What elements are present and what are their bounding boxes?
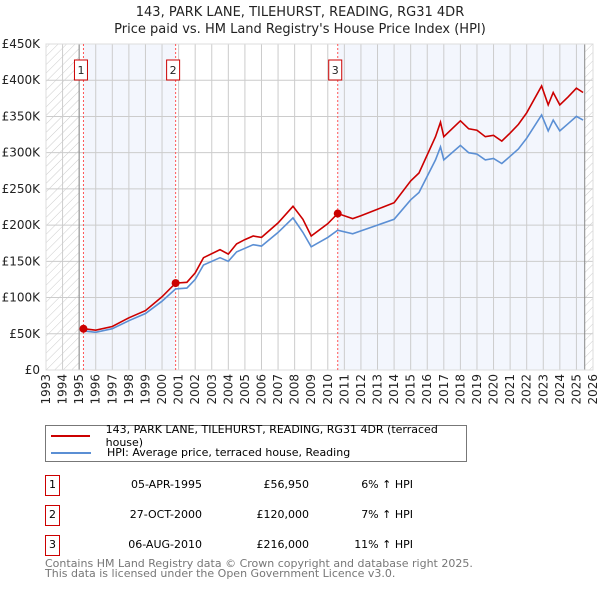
sale-number: 3 — [45, 535, 60, 556]
sale-date: 27-OCT-2000 — [129, 508, 202, 521]
hpi-series-line — [83, 113, 584, 334]
x-tick-label: 2018 — [453, 374, 467, 405]
x-tick-label: 2009 — [304, 374, 318, 405]
sale-hpi: 11% ↑ HPI — [354, 538, 413, 551]
x-tick-label: 2019 — [470, 374, 484, 405]
sale-date: 06-AUG-2010 — [128, 538, 202, 551]
sale-number: 1 — [45, 475, 60, 496]
table-row: 2 27-OCT-2000 £120,000 7% ↑ HPI — [45, 505, 445, 526]
legend: 143, PARK LANE, TILEHURST, READING, RG31… — [45, 423, 467, 462]
legend-item-property: 143, PARK LANE, TILEHURST, READING, RG31… — [46, 423, 466, 449]
sale-marker-box — [328, 59, 343, 81]
sale-price: £120,000 — [256, 508, 310, 521]
footer-line: This data is licensed under the Open Gov… — [45, 567, 396, 580]
no-data-hatch — [584, 44, 593, 370]
x-tick-label: 2008 — [288, 374, 302, 405]
x-tick-label: 2013 — [371, 374, 385, 405]
sale-date: 05-APR-1995 — [130, 478, 202, 491]
footer: Contains HM Land Registry data © Crown c… — [45, 557, 473, 580]
chart-title: 143, PARK LANE, TILEHURST, READING, RG31… — [0, 4, 600, 38]
x-tick-label: 1998 — [122, 374, 136, 405]
x-tick-label: 1996 — [89, 374, 103, 405]
x-tick-label: 1994 — [56, 374, 70, 405]
x-tick-label: 2022 — [520, 374, 534, 405]
shaded-period — [337, 44, 585, 370]
footer-line: Contains HM Land Registry data © Crown c… — [45, 557, 473, 570]
x-tick-label: 2010 — [321, 374, 335, 405]
table-row: 1 05-APR-1995 £56,950 6% ↑ HPI — [45, 475, 445, 496]
subtitle: Price paid vs. HM Land Registry's House … — [114, 22, 486, 37]
y-tick-label: £200K — [2, 218, 42, 232]
sale-hpi: 6% ↑ HPI — [361, 478, 413, 491]
sale-marker-label: 2 — [170, 64, 177, 77]
x-tick-label: 2002 — [188, 374, 202, 405]
sale-price: £216,000 — [256, 538, 310, 551]
x-tick-label: 2004 — [221, 374, 235, 405]
y-tick-label: £350K — [2, 109, 42, 123]
x-tick-label: 2001 — [172, 374, 186, 405]
x-tick-label: 1993 — [39, 374, 53, 405]
x-tick-label: 2020 — [487, 374, 501, 405]
property-series-line — [83, 84, 584, 332]
sale-marker-box — [73, 59, 88, 81]
x-tick-label: 2017 — [437, 374, 451, 405]
sale-marker-box — [166, 59, 181, 81]
x-tick-label: 2000 — [155, 374, 169, 405]
x-tick-label: 2024 — [553, 374, 567, 405]
plot-border — [45, 43, 594, 371]
legend-swatch-red — [51, 434, 90, 437]
legend-swatch-blue — [51, 451, 91, 454]
title: 143, PARK LANE, TILEHURST, READING, RG31… — [135, 5, 465, 20]
sale-hpi: 7% ↑ HPI — [361, 508, 413, 521]
x-tick-label: 2007 — [271, 374, 285, 405]
table-row: 3 06-AUG-2010 £216,000 11% ↑ HPI — [45, 535, 445, 556]
y-tick-label: £100K — [2, 291, 42, 305]
x-tick-label: 2012 — [354, 374, 368, 405]
x-tick-label: 2011 — [337, 374, 351, 405]
x-tick-label: 2006 — [254, 374, 268, 405]
sale-point — [333, 209, 342, 218]
x-tick-label: 2026 — [586, 374, 600, 405]
y-tick-label: £50K — [9, 327, 41, 341]
legend-label: 143, PARK LANE, TILEHURST, READING, RG31… — [105, 422, 438, 449]
sale-marker-label: 1 — [77, 64, 84, 77]
sale-marker-label: 3 — [332, 64, 339, 77]
x-tick-label: 1997 — [105, 374, 119, 405]
sale-point — [79, 324, 88, 333]
x-tick-label: 2021 — [503, 374, 517, 405]
y-tick-label: £300K — [2, 146, 42, 160]
x-tick-label: 2016 — [420, 374, 434, 405]
y-tick-label: £250K — [2, 182, 42, 196]
legend-item-hpi: HPI: Average price, terraced house, Read… — [46, 444, 350, 461]
y-tick-label: £150K — [2, 254, 42, 268]
shaded-period — [83, 44, 176, 370]
x-tick-label: 1999 — [138, 374, 152, 405]
legend-label: HPI: Average price, terraced house, Read… — [107, 446, 351, 459]
x-tick-label: 1995 — [72, 374, 86, 405]
y-tick-label: £400K — [2, 73, 42, 87]
x-tick-label: 2023 — [536, 374, 550, 405]
x-tick-label: 2003 — [205, 374, 219, 405]
sale-point — [171, 279, 180, 288]
sale-number: 2 — [45, 505, 60, 526]
x-tick-label: 2015 — [404, 374, 418, 405]
price-chart: 1993 1994 1995 1996 1997 1998 1999 2000 2001 2002… — [2, 37, 600, 405]
y-tick-label: £0 — [25, 363, 40, 377]
x-tick-label: 2025 — [569, 374, 583, 405]
sale-price: £56,950 — [263, 478, 310, 491]
x-tick-label: 2014 — [387, 374, 401, 405]
x-tick-label: 2005 — [238, 374, 252, 405]
y-tick-label: £450K — [2, 37, 42, 51]
